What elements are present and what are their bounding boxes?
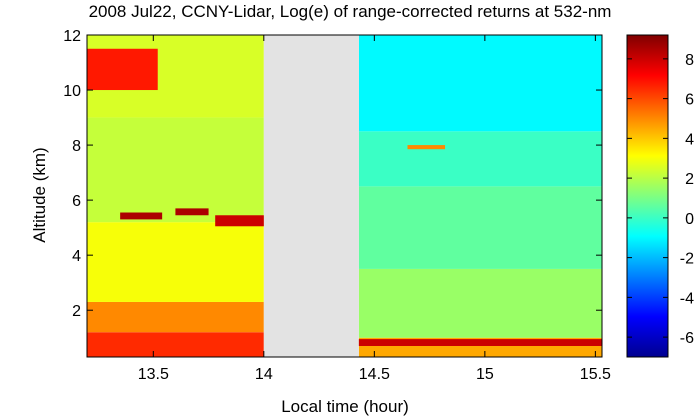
cloud-layer [120,212,163,220]
y-axis-label: Altitude (km) [30,147,49,242]
x-tick-label: 14.5 [359,366,390,383]
x-tick-label: 14 [255,366,273,383]
colorbar-gradient [626,34,669,358]
cloud-layer [175,208,209,216]
chart-title: 2008 Jul22, CCNY-Lidar, Log(e) of range-… [89,2,612,21]
no-data-gap [263,35,359,357]
data-cell [358,268,602,338]
colorbar-tick-label: 2 [685,171,694,188]
data-cell [87,301,264,333]
y-tick-label: 6 [72,193,81,210]
x-axis-label: Local time (hour) [281,397,409,416]
x-tick-label: 15.5 [580,366,611,383]
x-tick-label: 13.5 [138,366,169,383]
elevated-layer [407,145,446,150]
y-tick-label: 2 [72,303,81,320]
plot-frame [86,34,603,358]
y-tick-label: 4 [72,248,81,265]
data-cell [87,332,264,357]
data-cell [358,35,602,132]
plot-area [86,34,603,358]
x-axis: 13.5 14 14.5 15 15.5 [138,35,611,383]
data-cell [358,186,602,269]
colorbar-tick-label: 6 [685,92,694,109]
colorbar-tick-label: -6 [680,330,694,347]
colorbar-tick-label: 0 [685,211,694,228]
y-axis: 2 4 6 8 10 12 [63,28,602,320]
colorbar-tick-label: -4 [680,290,694,307]
data-cell [87,117,264,223]
boundary-layer-top [358,339,602,346]
data-cell [358,131,602,187]
colorbar: 8 6 4 2 0 -2 -4 -6 [626,34,694,358]
y-tick-label: 8 [72,138,81,155]
cirrus-cloud [87,48,158,91]
x-tick-label: 15 [476,366,494,383]
colorbar-tick-label: -2 [680,251,694,268]
data-cell [87,222,264,302]
cloud-layer [215,215,264,227]
y-tick-label: 10 [63,83,81,100]
colorbar-ticks: 8 6 4 2 0 -2 -4 -6 [627,52,694,347]
y-tick-label: 12 [63,28,81,45]
colorbar-tick-label: 4 [685,131,694,148]
colorbar-tick-label: 8 [685,52,694,69]
